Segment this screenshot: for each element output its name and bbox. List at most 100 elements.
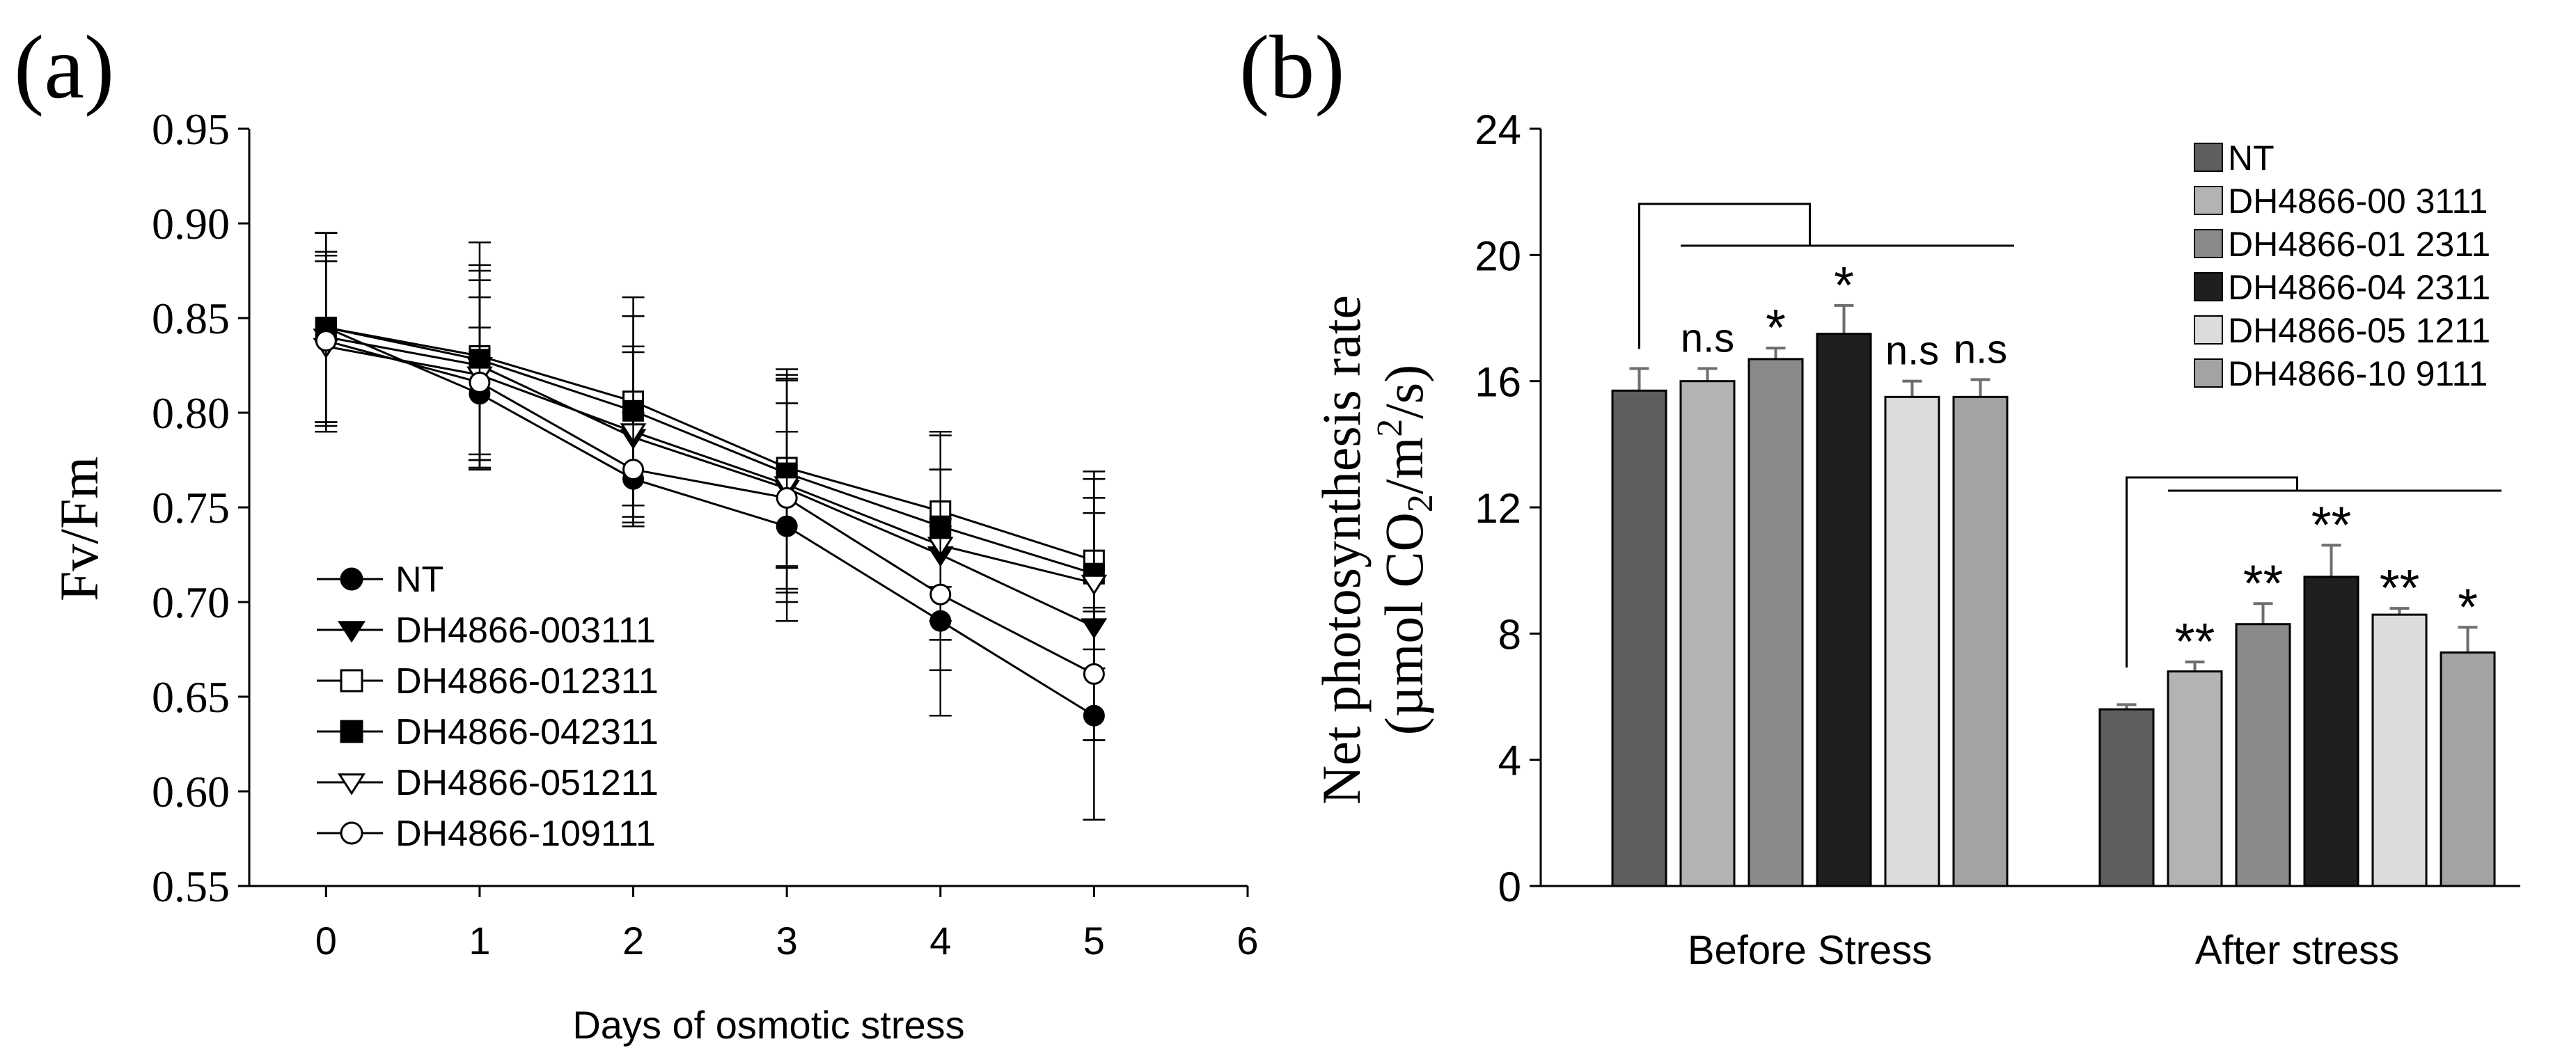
panel-a-label: (a): [14, 17, 114, 118]
bar-DH4866-01 2311: [2235, 623, 2291, 887]
legend-swatch: [2194, 272, 2223, 301]
category-label: After stress: [2195, 928, 2399, 973]
y-tick-label: 0.65: [152, 672, 230, 722]
panel-a-series: [313, 232, 1108, 821]
y-tick-label: 8: [1498, 611, 1521, 658]
y-tick-label: 0.85: [152, 294, 230, 343]
panel-b-label: (b): [1239, 17, 1345, 118]
y-tick-label: 0.90: [152, 199, 230, 248]
y-tick-label: 0.70: [152, 578, 230, 627]
legend-label: DH4866-05 1211: [2228, 311, 2490, 350]
unit-part: (µmol CO: [1374, 512, 1434, 735]
panel-b-category-labels: Before Stress After stress: [1688, 928, 2399, 973]
panel-a-y-ticks: 0.55 0.60 0.65 0.70 0.75 0.80 0.85 0.90 0.95: [152, 104, 249, 911]
legend-marker: [338, 621, 366, 643]
series-line: [326, 335, 1095, 628]
panel-a-x-axis-label: Days of osmotic stress: [572, 1003, 964, 1047]
y-tick-label: 0.95: [152, 104, 230, 154]
data-point: [315, 330, 337, 352]
legend-swatch: [2194, 315, 2223, 345]
legend-label: DH4866-01 2311: [2228, 225, 2490, 264]
y-tick-label: 16: [1475, 359, 1521, 406]
legend-marker: [340, 821, 363, 845]
panel-b-y-axis-label-unit: (µmol CO2/m2/s): [1370, 365, 1440, 735]
series-DH4866-051211: [313, 260, 1108, 670]
y-tick-label: 0: [1498, 864, 1521, 910]
comparison-bracket: [1638, 203, 1811, 349]
series-line: [325, 326, 1094, 575]
x-tick-label: 4: [929, 919, 951, 963]
bar-DH4866-04 2311: [1816, 333, 1872, 887]
bar-NT: [2098, 708, 2155, 887]
legend-marker: [340, 567, 363, 591]
panel-a-x-ticks: 0 1 2 3 4 5 6: [315, 886, 1259, 963]
x-tick-label: 1: [469, 919, 490, 963]
panel-b-legend: NT DH4866-00 3111 DH4866-01 2311 DH4866-04 …: [2194, 139, 2490, 393]
significance-mark: n.s: [1681, 316, 1734, 361]
data-point: [929, 583, 952, 606]
legend-swatch: [2194, 229, 2223, 258]
significance-mark: *: [1834, 256, 1854, 314]
legend-swatch: [2194, 186, 2223, 215]
data-point: [1083, 663, 1105, 685]
bar-DH4866-05 1211: [2371, 613, 2428, 887]
legend-marker: [340, 669, 363, 693]
y-tick-label: 24: [1475, 106, 1521, 153]
legend-swatch: [2194, 358, 2223, 388]
legend-label: NT: [2228, 139, 2275, 177]
panel-b-bars: n.s **n.s n.s******** *: [1611, 256, 2496, 887]
series-line: [325, 340, 1095, 675]
legend-label: DH4866-10 9111: [2228, 354, 2488, 393]
legend-label: DH4866-051211: [395, 763, 659, 803]
series-line: [326, 326, 1094, 562]
legend-label: DH4866-04 2311: [2228, 268, 2490, 307]
bar-DH4866-05 1211: [1884, 395, 1940, 887]
legend-label: DH4866-00 3111: [2228, 182, 2488, 221]
data-point: [776, 487, 798, 509]
comparison-bracket: [2126, 476, 2298, 668]
bar-DH4866-04 2311: [2303, 576, 2359, 887]
significance-mark: n.s: [1885, 329, 1939, 374]
unit-subscript: 2: [1401, 494, 1440, 512]
panel-b-significance-brackets: [1638, 203, 2502, 668]
x-tick-label: 2: [622, 919, 644, 963]
category-label: Before Stress: [1688, 928, 1932, 973]
data-point: [622, 459, 645, 481]
significance-mark: **: [2175, 612, 2215, 670]
significance-mark: **: [2311, 496, 2352, 553]
series-DH4866-109111: [315, 254, 1106, 741]
unit-part: /s): [1374, 365, 1434, 419]
legend-swatch: [2194, 143, 2223, 172]
bar-DH4866-00 3111: [1679, 380, 1736, 887]
y-tick-label: 0.60: [152, 767, 230, 816]
panel-a-legend: NT DH4866-003111 DH4866-012311 DH4866-04231…: [317, 560, 659, 854]
series-DH4866-042311: [315, 232, 1106, 670]
unit-superscript: 2: [1370, 419, 1410, 437]
series-line: [326, 345, 1094, 585]
y-tick-label: 4: [1498, 738, 1521, 784]
panel-a-y-axis-label: Fv/Fm: [49, 457, 109, 601]
y-tick-label: 0.55: [152, 862, 230, 911]
legend-marker: [340, 720, 363, 743]
data-point: [469, 371, 491, 393]
bar-DH4866-00 3111: [2167, 670, 2223, 887]
y-tick-label: 12: [1475, 485, 1521, 532]
y-tick-label: 20: [1475, 232, 1521, 279]
legend-label: DH4866-042311: [395, 712, 659, 752]
panel-b-y-axis-label: Net photosynthesis rate (µmol CO2/m2/s): [1311, 295, 1440, 805]
legend-label: DH4866-012311: [395, 661, 659, 702]
x-tick-label: 5: [1083, 919, 1105, 963]
unit-part: /m: [1374, 437, 1434, 494]
legend-label: DH4866-109111: [395, 814, 656, 854]
x-tick-label: 0: [315, 919, 337, 963]
significance-mark: n.s: [1954, 326, 2007, 372]
y-tick-label: 0.75: [152, 483, 230, 532]
data-point: [1081, 574, 1108, 596]
legend-label: NT: [395, 560, 443, 600]
x-tick-label: 3: [776, 919, 798, 963]
bar-DH4866-10 9111: [1952, 395, 2009, 887]
bar-NT: [1611, 389, 1667, 887]
x-tick-label: 6: [1236, 919, 1258, 963]
